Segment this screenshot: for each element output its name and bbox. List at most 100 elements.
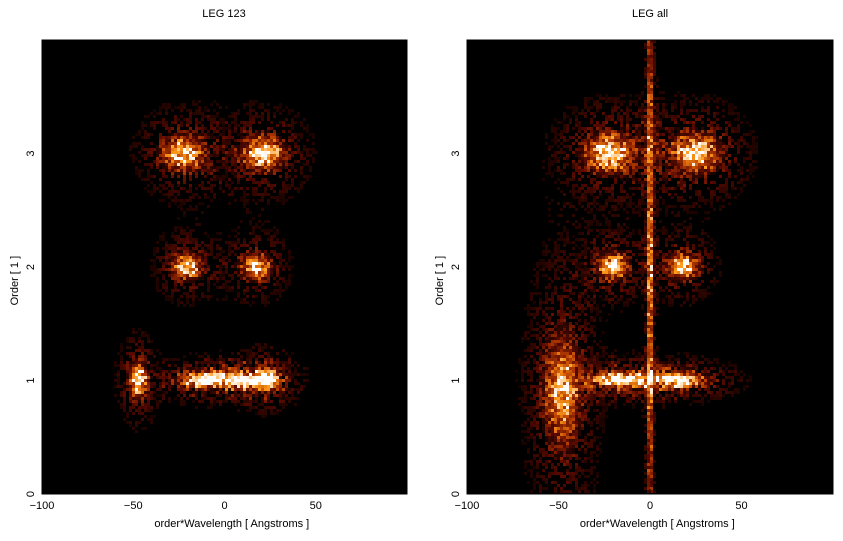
heatmap-cell xyxy=(584,184,587,187)
heatmap-cell xyxy=(629,268,632,271)
heatmap-cell xyxy=(150,142,153,145)
heatmap-cell xyxy=(129,346,132,349)
heatmap-cell xyxy=(282,259,285,262)
heatmap-cell xyxy=(611,250,614,253)
heatmap-cell xyxy=(183,166,186,169)
heatmap-cell xyxy=(135,403,138,406)
heatmap-cell xyxy=(141,136,144,139)
heatmap-cell xyxy=(228,115,231,118)
heatmap-cell xyxy=(620,103,623,106)
heatmap-cell xyxy=(683,136,686,139)
heatmap-cell xyxy=(273,184,276,187)
heatmap-cell xyxy=(153,247,156,250)
heatmap-cell xyxy=(599,205,602,208)
heatmap-cell xyxy=(249,127,252,130)
heatmap-cell xyxy=(183,271,186,274)
heatmap-cell xyxy=(192,100,195,103)
heatmap-cell xyxy=(557,256,560,259)
heatmap-cell xyxy=(743,115,746,118)
heatmap-cell xyxy=(608,133,611,136)
heatmap-cell xyxy=(710,148,713,151)
heatmap-cell xyxy=(150,418,153,421)
heatmap-cell xyxy=(686,151,689,154)
heatmap-cell xyxy=(204,160,207,163)
heatmap-cell xyxy=(270,256,273,259)
heatmap-cell xyxy=(650,106,653,109)
heatmap-cell xyxy=(653,112,656,115)
heatmap-cell xyxy=(180,388,183,391)
y-tick-label: 0 xyxy=(25,491,37,497)
heatmap-cell xyxy=(647,46,650,49)
heatmap-cell xyxy=(701,199,704,202)
heatmap-cell xyxy=(156,154,159,157)
heatmap-cell xyxy=(192,367,195,370)
heatmap-cell xyxy=(135,364,138,367)
heatmap-cell xyxy=(623,166,626,169)
heatmap-cell xyxy=(593,133,596,136)
heatmap-cell xyxy=(665,238,668,241)
heatmap-cell xyxy=(647,67,650,70)
heatmap-cell xyxy=(653,139,656,142)
heatmap-cell xyxy=(162,373,165,376)
heatmap-cell xyxy=(623,151,626,154)
heatmap-cell xyxy=(231,397,234,400)
heatmap-cell xyxy=(560,208,563,211)
heatmap-cell xyxy=(644,208,647,211)
heatmap-cell xyxy=(276,199,279,202)
heatmap-cell xyxy=(276,256,279,259)
heatmap-cell xyxy=(680,112,683,115)
heatmap-cell xyxy=(707,253,710,256)
heatmap-cell xyxy=(578,268,581,271)
heatmap-cell xyxy=(252,139,255,142)
heatmap-cell xyxy=(695,130,698,133)
heatmap-cell xyxy=(144,415,147,418)
heatmap-cell xyxy=(162,247,165,250)
heatmap-cell xyxy=(243,403,246,406)
heatmap-cell xyxy=(270,388,273,391)
heatmap-cell xyxy=(264,229,267,232)
heatmap-cell xyxy=(249,256,252,259)
heatmap-cell xyxy=(258,157,261,160)
heatmap-cell xyxy=(620,154,623,157)
heatmap-cell xyxy=(198,202,201,205)
heatmap-cell xyxy=(584,265,587,268)
heatmap-cell xyxy=(581,217,584,220)
heatmap-cell xyxy=(587,202,590,205)
heatmap-cell xyxy=(605,262,608,265)
heatmap-cell xyxy=(291,373,294,376)
heatmap-cell xyxy=(593,190,596,193)
heatmap-cell xyxy=(177,235,180,238)
heatmap-cell xyxy=(240,271,243,274)
heatmap-cell xyxy=(258,136,261,139)
heatmap-cell xyxy=(674,205,677,208)
heatmap-cell xyxy=(578,232,581,235)
heatmap-cell xyxy=(641,235,644,238)
heatmap-cell xyxy=(126,337,129,340)
heatmap-cell xyxy=(665,214,668,217)
heatmap-cell xyxy=(635,133,638,136)
heatmap-cell xyxy=(752,166,755,169)
heatmap-cell xyxy=(614,205,617,208)
heatmap-cell xyxy=(635,178,638,181)
heatmap-cell xyxy=(704,250,707,253)
heatmap-cell xyxy=(593,265,596,268)
heatmap-cell xyxy=(156,349,159,352)
heatmap-cell xyxy=(285,385,288,388)
heatmap-cell xyxy=(264,163,267,166)
heatmap-cell xyxy=(264,142,267,145)
heatmap-cell xyxy=(605,202,608,205)
heatmap-cell xyxy=(632,175,635,178)
heatmap-cell xyxy=(294,115,297,118)
heatmap-cell xyxy=(611,187,614,190)
heatmap-cell xyxy=(671,172,674,175)
heatmap-cell xyxy=(689,172,692,175)
heatmap-cell xyxy=(587,268,590,271)
heatmap-cell xyxy=(542,250,545,253)
heatmap-cell xyxy=(611,235,614,238)
heatmap-cell xyxy=(174,115,177,118)
heatmap-cell xyxy=(234,271,237,274)
heatmap-cell xyxy=(165,259,168,262)
heatmap-cell xyxy=(668,160,671,163)
heatmap-cell xyxy=(162,136,165,139)
heatmap-cell xyxy=(207,388,210,391)
